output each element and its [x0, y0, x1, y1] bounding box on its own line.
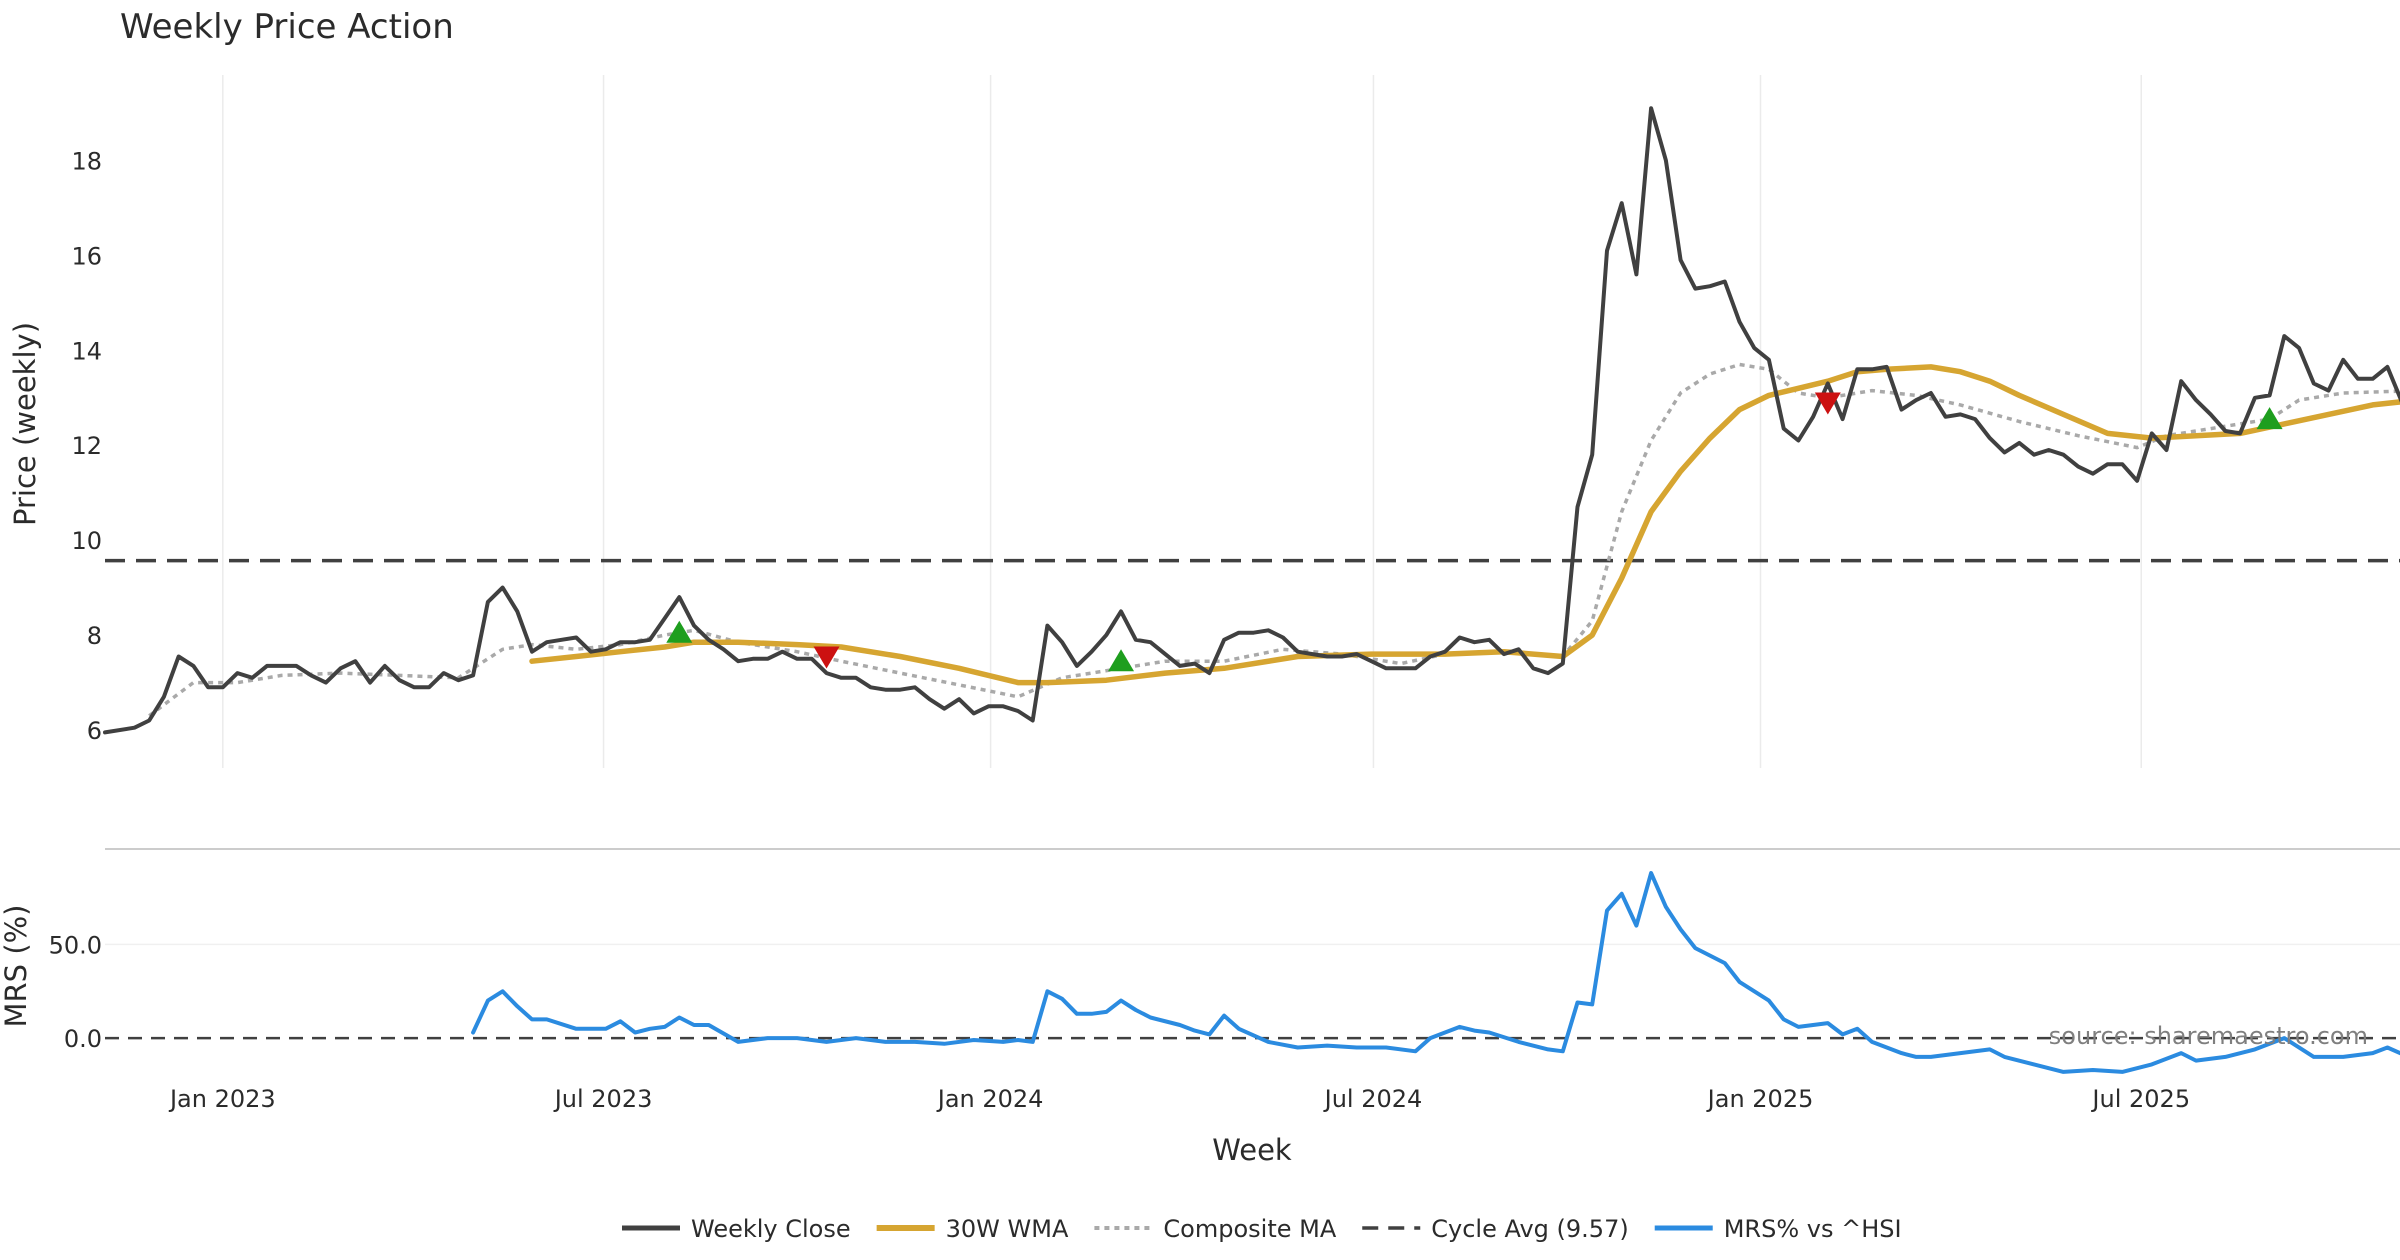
legend-30w-wma: 30W WMA [876, 1215, 1069, 1243]
price-y-tick-label: 18 [71, 147, 102, 175]
x-tick-label: Jan 2023 [168, 1085, 276, 1113]
buy-signal-marker [2256, 407, 2283, 430]
sell-signal-marker [813, 646, 840, 669]
legend-mrs: MRS% vs ^HSI [1654, 1215, 1902, 1243]
price-y-tick-label: 6 [87, 717, 102, 745]
legend-cycle-avg-label: Cycle Avg (9.57) [1431, 1215, 1628, 1243]
mrs-y-ticks: 0.0 50.0 [49, 931, 102, 1053]
legend: Weekly Close 30W WMA Composite MA Cycle Avg… [622, 1215, 1902, 1243]
sell-signal-marker [1814, 392, 1841, 415]
price-y-tick-label: 8 [87, 622, 102, 650]
mrs-y-axis-label: MRS (%) [0, 905, 33, 1028]
weekly-close-line [103, 106, 2400, 735]
price-y-tick-label: 14 [71, 337, 102, 365]
legend-mrs-label: MRS% vs ^HSI [1724, 1215, 1902, 1243]
mrs-line [471, 871, 2400, 1074]
x-tick-label: Jul 2024 [1323, 1085, 1423, 1113]
buy-signal-marker [1108, 649, 1135, 672]
x-axis-label: Week [1212, 1133, 1292, 1167]
signal-markers [666, 392, 2283, 672]
x-ticks: Jan 2023 Jul 2023 Jan 2024 Jul 2024 Jan 2025… [168, 1085, 2190, 1113]
mrs-y-tick-label: 50.0 [49, 931, 102, 959]
price-panel-grid [222, 75, 2143, 768]
buy-signal-marker [666, 620, 693, 643]
wma-30w-line [529, 364, 2400, 686]
price-series-group [103, 106, 2400, 735]
price-y-ticks: 6 8 10 12 14 16 18 [71, 147, 102, 745]
price-y-axis-label: Price (weekly) [8, 322, 42, 526]
mrs-panel-grid [105, 943, 2400, 1040]
legend-composite-ma-label: Composite MA [1163, 1215, 1336, 1243]
x-tick-label: Jan 2025 [1706, 1085, 1814, 1113]
price-y-tick-label: 10 [71, 527, 102, 555]
legend-composite-ma: Composite MA [1094, 1215, 1337, 1243]
x-tick-label: Jul 2023 [553, 1085, 653, 1113]
legend-weekly-close: Weekly Close [622, 1215, 851, 1243]
legend-cycle-avg: Cycle Avg (9.57) [1362, 1215, 1629, 1243]
price-y-tick-label: 12 [71, 432, 102, 460]
mrs-series-group [471, 871, 2400, 1074]
price-y-tick-label: 16 [71, 242, 102, 270]
chart-title: Weekly Price Action [120, 7, 454, 47]
legend-weekly-close-label: Weekly Close [691, 1215, 851, 1243]
x-tick-label: Jul 2025 [2090, 1085, 2190, 1113]
source-annotation: source: sharemaestro.com [2049, 1022, 2368, 1050]
legend-30w-wma-label: 30W WMA [946, 1215, 1069, 1243]
x-tick-label: Jan 2024 [936, 1085, 1044, 1113]
mrs-y-tick-label: 0.0 [64, 1025, 102, 1053]
